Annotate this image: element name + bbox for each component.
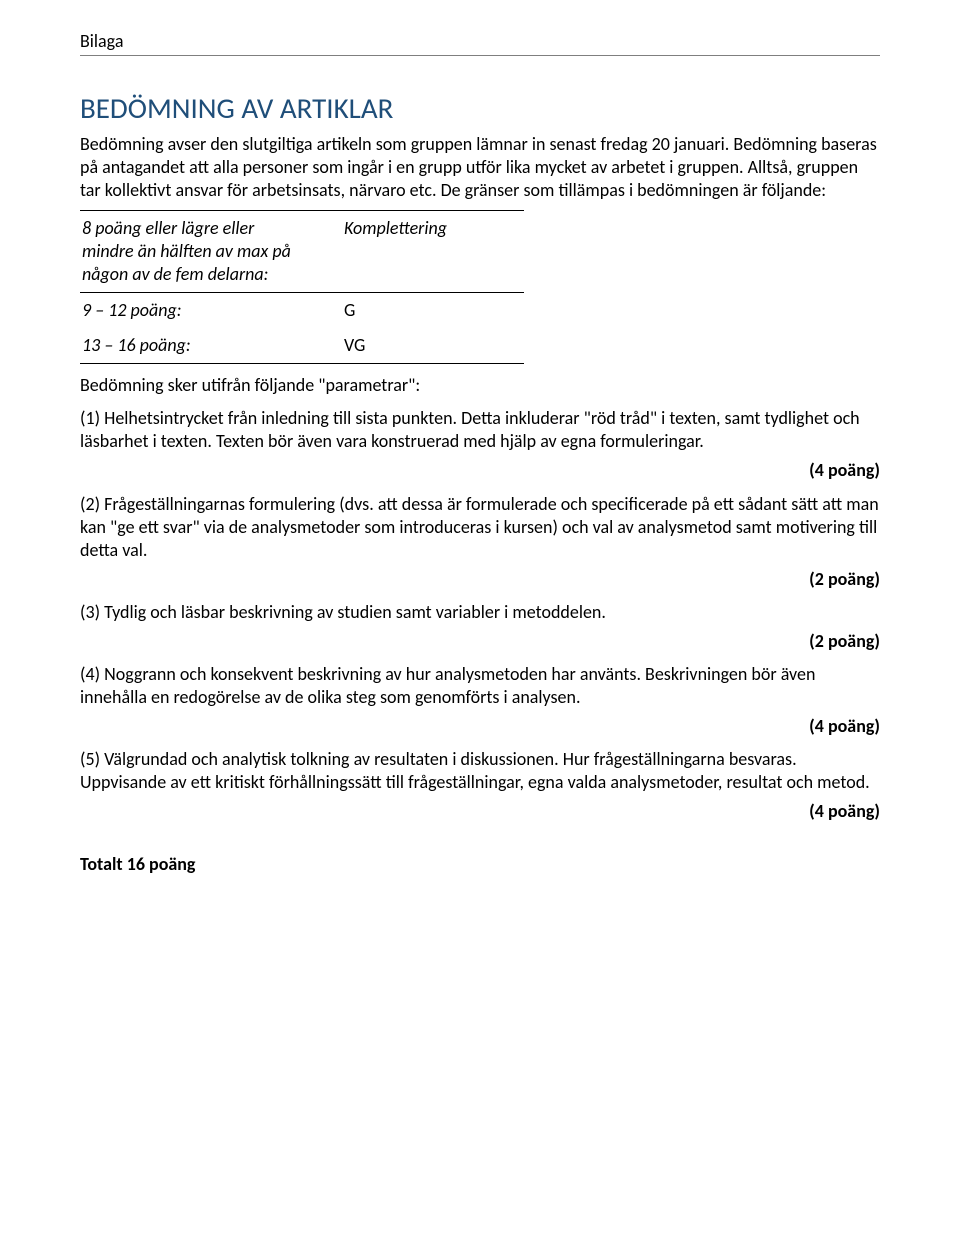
criterion-points: (2 poäng): [80, 568, 880, 591]
grade-range-cell: 8 poäng eller lägre eller mindre än hälf…: [80, 211, 342, 293]
criterion-text: (2) Frågeställningarnas formulering (dvs…: [80, 493, 880, 562]
criterion-points: (4 poäng): [80, 800, 880, 823]
criterion-text: (3) Tydlig och läsbar beskrivning av stu…: [80, 601, 880, 624]
criterion-points: (2 poäng): [80, 630, 880, 653]
document-title: BEDÖMNING AV ARTIKLAR: [80, 90, 880, 127]
grade-label-cell: Komplettering: [342, 211, 524, 293]
table-row: 9 – 12 poäng: G: [80, 293, 524, 329]
total-points: Totalt 16 poäng: [80, 853, 880, 876]
table-row: 13 – 16 poäng: VG: [80, 328, 524, 364]
criterion-text: (5) Välgrundad och analytisk tolkning av…: [80, 748, 880, 794]
parameters-intro: Bedömning sker utifrån följande "paramet…: [80, 374, 880, 397]
page-header-label: Bilaga: [80, 30, 880, 53]
criterion-points: (4 poäng): [80, 459, 880, 482]
grade-table: 8 poäng eller lägre eller mindre än hälf…: [80, 210, 524, 364]
grade-label-cell: G: [342, 293, 524, 329]
document-page: Bilaga BEDÖMNING AV ARTIKLAR Bedömning a…: [0, 0, 960, 934]
grade-range-cell: 9 – 12 poäng:: [80, 293, 342, 329]
grade-label-cell: VG: [342, 328, 524, 364]
header-rule: [80, 55, 880, 56]
criterion-text: (1) Helhetsintrycket från inledning till…: [80, 407, 880, 453]
grade-range-cell: 13 – 16 poäng:: [80, 328, 342, 364]
criterion-text: (4) Noggrann och konsekvent beskrivning …: [80, 663, 880, 709]
criterion-points: (4 poäng): [80, 715, 880, 738]
table-row: 8 poäng eller lägre eller mindre än hälf…: [80, 211, 524, 293]
intro-paragraph: Bedömning avser den slutgiltiga artikeln…: [80, 133, 880, 202]
